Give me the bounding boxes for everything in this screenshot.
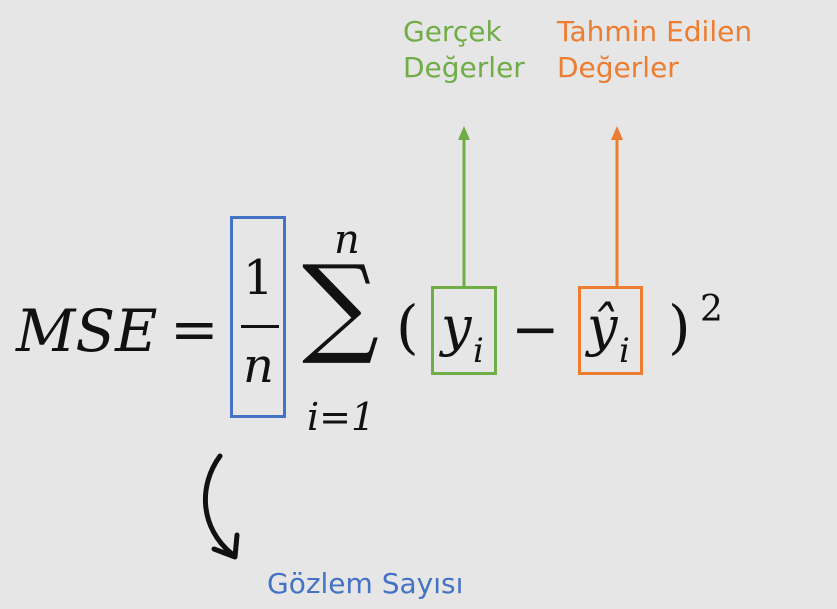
- equals-sign: =: [170, 295, 219, 363]
- actual-subscript: i: [473, 331, 484, 371]
- observation-count-label: Gözlem Sayısı: [267, 567, 464, 600]
- sum-lower-limit: i=1: [307, 395, 376, 439]
- actual-values-label-line2: Değerler: [403, 51, 525, 84]
- actual-values-label: Gerçek Değerler: [403, 14, 525, 86]
- close-paren: ): [668, 293, 691, 361]
- minus-sign: −: [511, 295, 560, 363]
- sum-symbol: ∑: [302, 243, 380, 368]
- predicted-values-label-line1: Tahmin Edilen: [557, 15, 753, 48]
- predicted-values-box: [578, 286, 643, 375]
- sum-upper-limit: n: [334, 217, 360, 263]
- curved-arrow-icon: [202, 453, 240, 560]
- actual-arrow: [458, 126, 470, 286]
- mse-symbol: MSE: [16, 297, 158, 365]
- predicted-subscript: i: [619, 331, 630, 371]
- open-paren: (: [396, 293, 419, 361]
- fraction-denominator: n: [243, 338, 274, 394]
- predicted-arrow: [611, 126, 623, 286]
- actual-values-box: [431, 286, 497, 375]
- fraction-bar: [241, 325, 279, 328]
- predicted-values-label: Tahmin Edilen Değerler: [557, 14, 752, 86]
- exponent: 2: [700, 289, 723, 330]
- predicted-symbol: ŷ: [587, 295, 618, 358]
- fraction-numerator: 1: [243, 250, 274, 306]
- actual-values-label-line1: Gerçek: [403, 15, 502, 48]
- predicted-values-label-line2: Değerler: [557, 51, 679, 84]
- actual-symbol: y: [441, 295, 472, 358]
- observation-count-box: [230, 216, 286, 418]
